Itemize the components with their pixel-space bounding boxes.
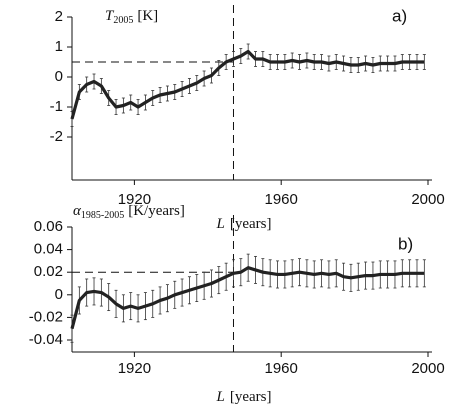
y-tick-label: 0: [55, 286, 63, 303]
y-axis-title: T2005 [K]: [105, 8, 158, 26]
x-axis-title: L [years]: [216, 389, 272, 405]
x-tick-label: 1960: [265, 191, 298, 208]
x-tick-label: 1920: [118, 191, 151, 208]
data-line: [70, 49, 425, 120]
unit: [years]: [230, 389, 272, 405]
y-tick-label: -0.04: [29, 331, 63, 348]
x-tick-label: 1920: [118, 360, 151, 377]
y-tick-label: 0.06: [34, 218, 63, 235]
unit: [K]: [137, 8, 158, 24]
unit: [years]: [230, 216, 272, 232]
y-tick-label: -0.02: [29, 308, 63, 325]
panel-label: a): [392, 6, 407, 25]
x-tick-label: 2000: [411, 191, 444, 208]
symbol: L: [216, 389, 225, 405]
subscript: 2005: [113, 15, 133, 26]
y-axis-title: α1985-2005 [K/years]: [73, 203, 185, 221]
panel-label: b): [398, 234, 413, 253]
x-tick-label: 1960: [265, 360, 298, 377]
y-tick-label: -2: [50, 128, 63, 145]
y-tick-label: 2: [55, 8, 63, 25]
symbol: α: [73, 203, 82, 219]
unit: [K/years]: [128, 203, 185, 219]
y-tick-label: 1: [55, 38, 63, 55]
y-tick-label: 0.02: [34, 263, 63, 280]
data-line: [70, 266, 425, 330]
y-tick-label: 0.04: [34, 241, 63, 258]
x-tick-label: 2000: [411, 360, 444, 377]
symbol: T: [105, 8, 115, 24]
y-tick-label: 0: [55, 68, 63, 85]
y-tick-label: -1: [50, 98, 63, 115]
subscript: 1985-2005: [81, 210, 124, 221]
symbol: L: [216, 216, 225, 232]
x-axis-title: L [years]: [216, 216, 272, 232]
